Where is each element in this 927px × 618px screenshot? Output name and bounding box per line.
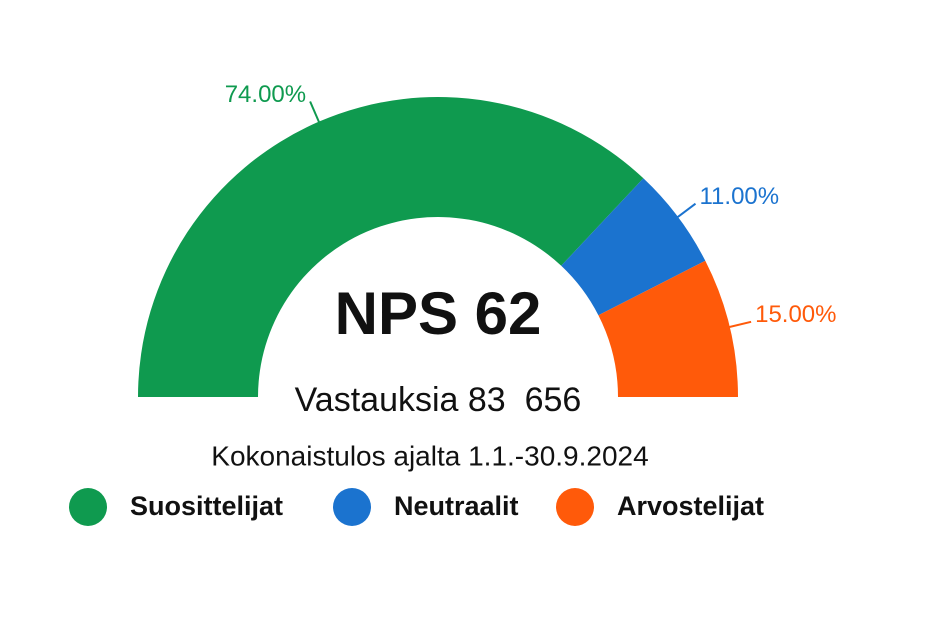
leader-line — [309, 101, 322, 126]
leader-line — [674, 202, 697, 221]
chart-annotation: Kokonaistulos ajalta 1.1.-30.9.2024 — [211, 440, 648, 471]
legend-marker — [333, 488, 371, 526]
legend-marker — [69, 488, 107, 526]
legend-label: Suosittelijat — [130, 491, 283, 521]
data-label: 15.00% — [755, 301, 836, 328]
legend-marker — [556, 488, 594, 526]
chart-title: NPS 62 — [335, 280, 542, 347]
data-label: 11.00% — [699, 183, 779, 210]
legend-label: Arvostelijat — [617, 491, 764, 521]
slice — [561, 178, 706, 316]
leader-line — [725, 320, 752, 329]
data-label: 74.00% — [225, 81, 306, 108]
slice — [598, 260, 738, 397]
chart-subtitle: Vastauksia 83 656 — [295, 381, 582, 419]
legend-label: Neutraalit — [394, 491, 519, 521]
slice — [138, 96, 644, 398]
